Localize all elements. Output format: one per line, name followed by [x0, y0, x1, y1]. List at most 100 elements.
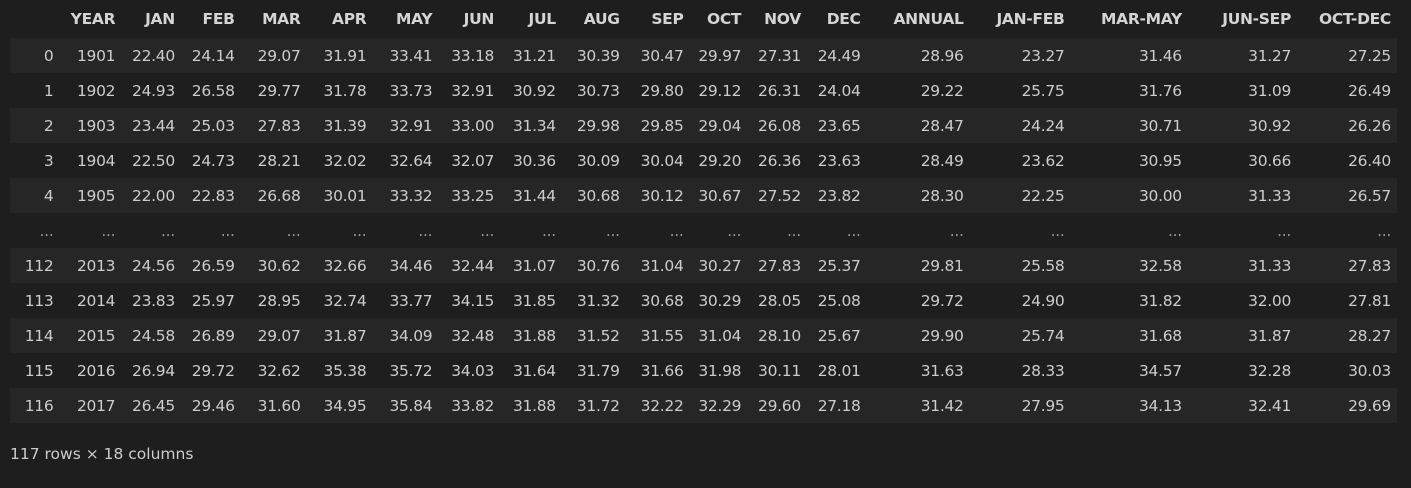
table-cell: 24.56 [132, 256, 175, 275]
table-cell: ... [787, 221, 801, 240]
table-cell: 33.77 [389, 291, 433, 310]
table-cell: 32.02 [323, 151, 367, 170]
table-cell: 30.66 [1248, 151, 1292, 170]
table-cell: 31.76 [1139, 81, 1182, 100]
table-cell: 27.52 [758, 186, 801, 205]
table-cell: 25.08 [817, 291, 861, 310]
table-cell: 27.83 [1348, 256, 1391, 275]
table-cell: 32.66 [323, 256, 367, 275]
table-cell: 30.92 [513, 81, 556, 100]
table-cell: 33.32 [389, 186, 433, 205]
table-cell: 30.01 [323, 186, 367, 205]
table-cell: 29.72 [191, 361, 235, 380]
table-cell: 30.11 [758, 361, 801, 380]
table-header: YEAR JAN FEB MAR APR MAY JUN JUL AUG SEP OCT NOV DEC… [10, 0, 1397, 38]
table-cell: 31.87 [323, 326, 367, 345]
table-cell: 25.75 [1021, 81, 1065, 100]
table-cell: 31.32 [576, 291, 620, 310]
column-header: YEAR [70, 10, 116, 28]
table-cell: 24.93 [132, 81, 175, 100]
table-cell: 22.83 [191, 186, 235, 205]
table-cell: 26.31 [758, 81, 801, 100]
table-cell: 23.83 [132, 291, 175, 310]
table-cell: 29.98 [576, 116, 620, 135]
table-cell: 24.58 [132, 326, 175, 345]
row-index: 2 [43, 116, 54, 135]
table-cell: 26.94 [132, 361, 175, 380]
table-cell: 29.90 [920, 326, 964, 345]
table-cell: 31.21 [513, 46, 556, 65]
table-cell: 29.12 [698, 81, 742, 100]
table-cell: 2016 [76, 361, 116, 380]
table-cell: 31.07 [513, 256, 556, 275]
table-cell: 32.64 [389, 151, 433, 170]
table-cell: 28.05 [758, 291, 801, 310]
table-cell: 26.89 [191, 326, 235, 345]
table-cell: 23.65 [817, 116, 861, 135]
table-cell: 28.27 [1348, 326, 1391, 345]
table-cell: 30.12 [640, 186, 684, 205]
table-cell: 24.90 [1021, 291, 1065, 310]
table-row: 113 2014 23.83 25.97 28.95 32.74 33.77 34.15 31.… [10, 283, 1397, 318]
table-cell: 26.40 [1348, 151, 1391, 170]
table-cell: 31.87 [1248, 326, 1292, 345]
row-index: 1 [43, 81, 54, 100]
table-cell: 29.07 [257, 326, 301, 345]
table-cell: 31.39 [323, 116, 367, 135]
table-cell: ... [352, 221, 367, 240]
table-cell: 29.81 [920, 256, 964, 275]
table-cell: 27.83 [758, 256, 801, 275]
table-cell: 30.36 [513, 151, 556, 170]
column-header: MAR [262, 10, 301, 28]
table-cell: 28.33 [1021, 361, 1065, 380]
table-cell: 35.84 [389, 396, 433, 415]
table-cell: 30.68 [576, 186, 620, 205]
column-header: DEC [826, 10, 861, 28]
table-cell: 35.72 [389, 361, 433, 380]
row-index: 114 [24, 326, 54, 345]
table-cell: 33.41 [389, 46, 433, 65]
table-cell: ... [669, 221, 684, 240]
table-cell: 23.62 [1021, 151, 1065, 170]
table-cell: 27.95 [1021, 396, 1065, 415]
table-cell: 28.49 [920, 151, 964, 170]
table-cell: 28.96 [920, 46, 964, 65]
table-cell: 30.04 [640, 151, 684, 170]
table-row: 116 2017 26.45 29.46 31.60 34.95 35.84 33.82 31.… [10, 388, 1397, 423]
column-header: NOV [764, 10, 801, 28]
table-cell: 30.29 [698, 291, 742, 310]
table-cell: 31.60 [257, 396, 301, 415]
table-cell: 25.67 [817, 326, 861, 345]
table-row: 115 2016 26.94 29.72 32.62 35.38 35.72 34.03 31.… [10, 353, 1397, 388]
column-header: MAY [396, 10, 433, 28]
column-header: AUG [583, 10, 620, 28]
table-row: 3 1904 22.50 24.73 28.21 32.02 32.64 32.07 30.36… [10, 143, 1397, 178]
table-cell: 1901 [76, 46, 116, 65]
table-cell: 31.91 [323, 46, 367, 65]
table-body: 0 1901 22.40 24.14 29.07 31.91 33.41 33.18 31.21… [10, 38, 1397, 423]
row-index: 4 [43, 186, 54, 205]
table-cell: 31.88 [513, 396, 556, 415]
table-row: 2 1903 23.44 25.03 27.83 31.39 32.91 33.00 31.34… [10, 108, 1397, 143]
table-cell: ... [1377, 221, 1391, 240]
table-cell: ... [161, 221, 175, 240]
row-index: 112 [24, 256, 54, 275]
table-cell: 34.15 [451, 291, 495, 310]
table-cell: 22.00 [132, 186, 175, 205]
table-cell: 31.85 [513, 291, 556, 310]
table-cell: 27.83 [257, 116, 301, 135]
row-index: ... [39, 221, 54, 240]
table-cell: 30.62 [257, 256, 301, 275]
column-header: JUN-SEP [1222, 10, 1292, 28]
table-row: 112 2013 24.56 26.59 30.62 32.66 34.46 32.44 31.… [10, 248, 1397, 283]
column-header: ANNUAL [893, 10, 964, 28]
table-cell: 31.33 [1248, 186, 1292, 205]
table-cell: ... [541, 221, 556, 240]
table-cell: 32.41 [1248, 396, 1292, 415]
table-cell: 1904 [76, 151, 116, 170]
table-cell: 31.44 [513, 186, 556, 205]
table-row: 4 1905 22.00 22.83 26.68 30.01 33.32 33.25 31.44… [10, 178, 1397, 213]
table-cell: 29.20 [698, 151, 742, 170]
table-cell: 32.91 [389, 116, 433, 135]
table-cell: ... [1050, 221, 1065, 240]
